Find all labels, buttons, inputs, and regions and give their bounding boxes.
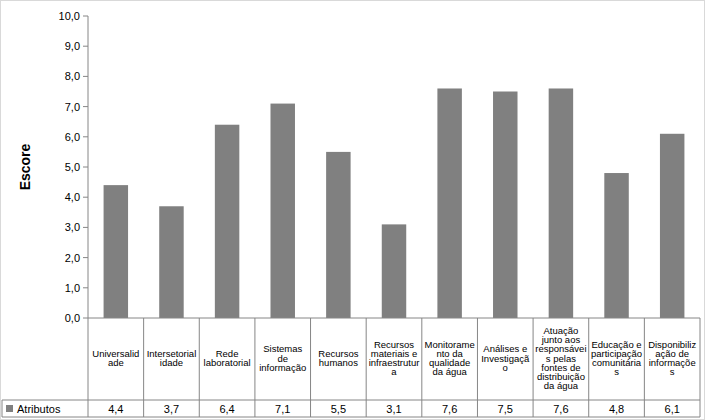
bar (437, 88, 461, 318)
category-label: Redelaboratorial (204, 348, 251, 368)
category-label: Educação eparticipaçãocomunitárias (591, 339, 642, 377)
y-tick-label: 0,0 (65, 312, 80, 324)
y-tick-label: 2,0 (65, 252, 80, 264)
category-label: Recursosmateriais einfraestrutura (369, 339, 420, 377)
category-label: Monitoramento daqualidadeda água (425, 339, 475, 377)
table-line (88, 318, 89, 417)
y-tick (83, 106, 88, 107)
legend-key (6, 405, 13, 412)
y-tick-label: 8,0 (65, 70, 80, 82)
category-label-line: da água (544, 380, 579, 391)
y-tick (83, 16, 88, 17)
y-tick (83, 227, 88, 228)
y-axis-title: Escore (17, 143, 33, 190)
table-line (588, 318, 589, 417)
category-label-line: s (614, 366, 619, 377)
category-label: Sistemasdeinformação (259, 343, 306, 372)
table-value: 4,4 (108, 403, 123, 415)
bar (382, 224, 406, 318)
table-value: 7,1 (275, 403, 290, 415)
x-axis (88, 318, 700, 319)
bar (549, 88, 573, 318)
bar (660, 134, 684, 318)
y-tick (83, 46, 88, 47)
table-line (366, 318, 367, 417)
category-label: Análises eInvestigação (481, 343, 530, 372)
table-value: 6,1 (665, 403, 680, 415)
category-label-line: o (503, 362, 508, 373)
chart: 0,0 1,0 2,0 3,0 4,0 5,0 6,0 7,0 8,0 9,0 10,0 Escore… (0, 0, 705, 420)
table-value: 7,6 (553, 403, 568, 415)
bar (326, 152, 350, 318)
table-line (421, 318, 422, 417)
series-name: Atributos (17, 403, 61, 415)
category-label-line: s (670, 366, 675, 377)
y-tick (83, 167, 88, 168)
table-value: 3,1 (386, 403, 401, 415)
category-label: Universalidade (92, 348, 139, 368)
table-line (143, 318, 144, 417)
table-value: 7,6 (442, 403, 457, 415)
y-tick-label: 5,0 (65, 161, 80, 173)
y-tick (83, 287, 88, 288)
y-tick-label: 9,0 (65, 40, 80, 52)
bars (104, 88, 685, 318)
category-label-line: a (391, 366, 397, 377)
y-tick-label: 7,0 (65, 101, 80, 113)
y-tick-label: 3,0 (65, 221, 80, 233)
category-label-line: informação (259, 362, 306, 373)
table-line (533, 318, 534, 417)
table-line (199, 318, 200, 417)
table-line (2, 400, 3, 417)
table-line (644, 318, 645, 417)
table-line (2, 417, 700, 418)
table-line (254, 318, 255, 417)
category-label: Atuaçãojunto aosresponsáveis pelasfontes… (535, 325, 586, 391)
category-label-line: idade (160, 357, 183, 368)
y-tick-label: 4,0 (65, 191, 80, 203)
y-tick-label: 1,0 (65, 282, 80, 294)
table-line (700, 318, 701, 417)
category-label: Intersetorialidade (147, 348, 197, 368)
table-value: 5,5 (331, 403, 346, 415)
bar (270, 104, 294, 318)
bar (104, 185, 128, 318)
category-label-line: laboratorial (204, 357, 251, 368)
y-tick-label: 10,0 (59, 10, 80, 22)
table-line (477, 318, 478, 417)
bar (604, 173, 628, 318)
bar (159, 206, 183, 318)
bar (493, 92, 517, 319)
y-tick (83, 136, 88, 137)
category-label: Recursoshumanos (318, 348, 358, 368)
category-label-line: da água (432, 366, 467, 377)
y-tick (83, 197, 88, 198)
table-line (310, 318, 311, 417)
category-label-line: ade (108, 357, 124, 368)
table-value: 6,4 (219, 403, 234, 415)
table-line (2, 400, 700, 401)
table-value: 4,8 (609, 403, 624, 415)
table-value: 3,7 (164, 403, 179, 415)
category-label: Disponibilização deinformações (648, 339, 696, 377)
y-tick (83, 257, 88, 258)
y-tick-label: 6,0 (65, 131, 80, 143)
y-tick (83, 76, 88, 77)
table-value: 7,5 (498, 403, 513, 415)
category-label-line: humanos (319, 357, 358, 368)
y-tick (83, 318, 88, 319)
bar (215, 125, 239, 318)
chart-frame (1, 1, 705, 420)
